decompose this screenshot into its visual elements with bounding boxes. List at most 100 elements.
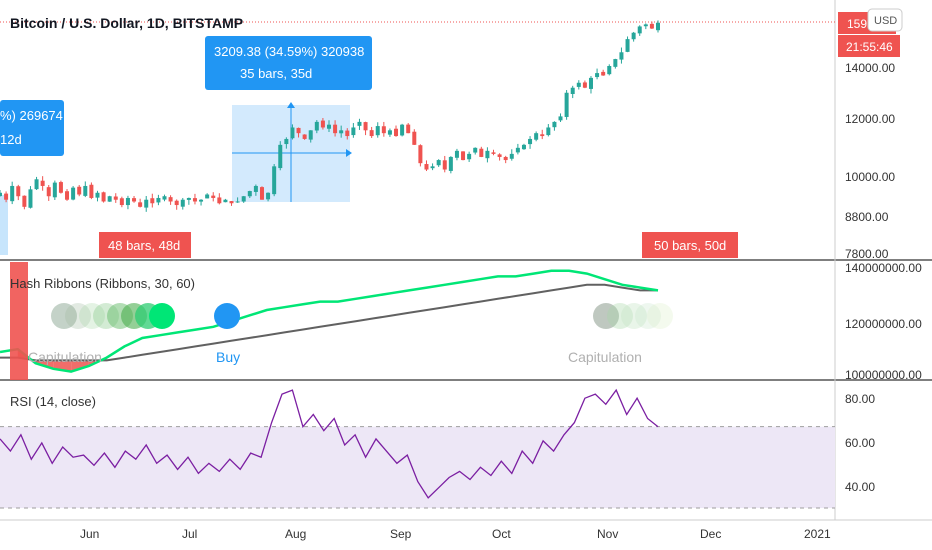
candle-body [101, 192, 106, 202]
candle-body [168, 197, 173, 202]
x-label-7: 2021 [804, 527, 831, 541]
candle-body [613, 59, 618, 67]
candle-body [607, 66, 612, 75]
ribbon-marker [149, 303, 175, 329]
measure-box-left [0, 100, 64, 156]
candle-body [546, 127, 551, 136]
candle-body [479, 148, 484, 157]
measure-region-left[interactable] [0, 195, 8, 255]
rsi-tick-2: 40.00 [845, 480, 875, 494]
countdown-value: 21:55:46 [846, 40, 893, 54]
candle-body [345, 130, 350, 137]
candle-body [16, 186, 21, 197]
rsi-title[interactable]: RSI (14, close) [10, 394, 96, 409]
candle-body [534, 133, 539, 140]
currency-button[interactable] [867, 8, 903, 32]
candle-body [503, 156, 508, 161]
ribbon-markers-right [593, 303, 673, 329]
candle-body [528, 138, 533, 145]
candle-body [150, 198, 155, 204]
x-label-4: Oct [492, 527, 511, 541]
ribbon-marker [635, 303, 661, 329]
bars-label-1-bg [99, 232, 191, 258]
candle-body [357, 121, 362, 126]
candle-body [588, 77, 593, 89]
candle-body [327, 124, 331, 129]
candle-body [46, 187, 51, 197]
hash-ribbons-title[interactable]: Hash Ribbons (Ribbons, 30, 60) [10, 276, 195, 291]
candle-body [558, 116, 563, 121]
candle-body [174, 200, 179, 206]
candle-body [259, 187, 264, 200]
ribbon-fast-line [0, 269, 659, 373]
ribbon-tick-0: 140000000.00 [845, 261, 922, 275]
candle-body [363, 122, 368, 131]
rsi-line [0, 388, 659, 499]
candle-body [595, 73, 600, 78]
candle-body [418, 145, 423, 164]
currency-label: USD [874, 15, 897, 27]
candle-body [400, 124, 405, 136]
candle-body [247, 191, 252, 197]
candle-body [144, 199, 149, 208]
candle-body [412, 131, 417, 145]
candle-body [77, 186, 82, 195]
candle-body [448, 156, 453, 171]
candle-body [467, 153, 472, 160]
candle-body [107, 196, 112, 202]
candle-body [308, 130, 313, 140]
candle-body [186, 197, 191, 200]
candle-body [314, 121, 319, 131]
candle-body [52, 182, 57, 198]
price-tick-4: 7800.00 [845, 247, 889, 261]
x-label-6: Dec [700, 527, 721, 541]
candle-body [625, 39, 630, 52]
measure-box-main-line1: 3209.38 (34.59%) 320938 [214, 44, 364, 59]
candle-body [454, 150, 459, 158]
hash-ribbons-plot [0, 269, 659, 373]
candle-body [162, 196, 167, 200]
ribbon-marker [79, 303, 105, 329]
candle-body [205, 194, 210, 199]
candle-body [253, 185, 258, 192]
candle-body [284, 138, 289, 145]
measure-box-left-line1: %) 269674 [0, 108, 63, 123]
x-label-3: Sep [390, 527, 412, 541]
candle-body [351, 127, 356, 136]
candle-body [515, 147, 520, 153]
x-label-5: Nov [597, 527, 618, 541]
ribbon-marker [647, 303, 673, 329]
price-tick-3: 8800.00 [845, 210, 889, 224]
measure-box-left-line2: 12d [0, 132, 22, 147]
candle-body [119, 198, 124, 206]
candle-body [369, 130, 374, 137]
candle-body [601, 71, 606, 76]
candle-body [643, 24, 648, 27]
candle-body [619, 52, 624, 60]
candle-body [290, 127, 295, 139]
price-tick-0: 14000.00 [845, 61, 895, 75]
candle-body [156, 197, 161, 203]
candle-body [83, 185, 88, 196]
candle-body [406, 124, 411, 134]
candle-body [570, 87, 575, 95]
candle-body [576, 82, 581, 87]
candle-body [564, 92, 569, 117]
ribbon-marker [607, 303, 633, 329]
candle-body [0, 192, 2, 197]
chart-title: Bitcoin / U.S. Dollar, 1D, BITSTAMP [10, 15, 243, 31]
candle-body [211, 195, 216, 198]
capitulation-label-2: Capitulation [568, 349, 642, 365]
candle-body [509, 153, 514, 159]
x-label-1: Jul [182, 527, 197, 541]
ribbon-tick-1: 120000000.00 [845, 317, 922, 331]
candle-body [65, 191, 70, 200]
candle-body [302, 134, 307, 139]
candle-body [40, 180, 45, 186]
bars-label-1: 48 bars, 48d [108, 238, 180, 253]
candle-body [125, 197, 130, 206]
candle-body [649, 23, 654, 29]
candle-body [552, 121, 557, 128]
